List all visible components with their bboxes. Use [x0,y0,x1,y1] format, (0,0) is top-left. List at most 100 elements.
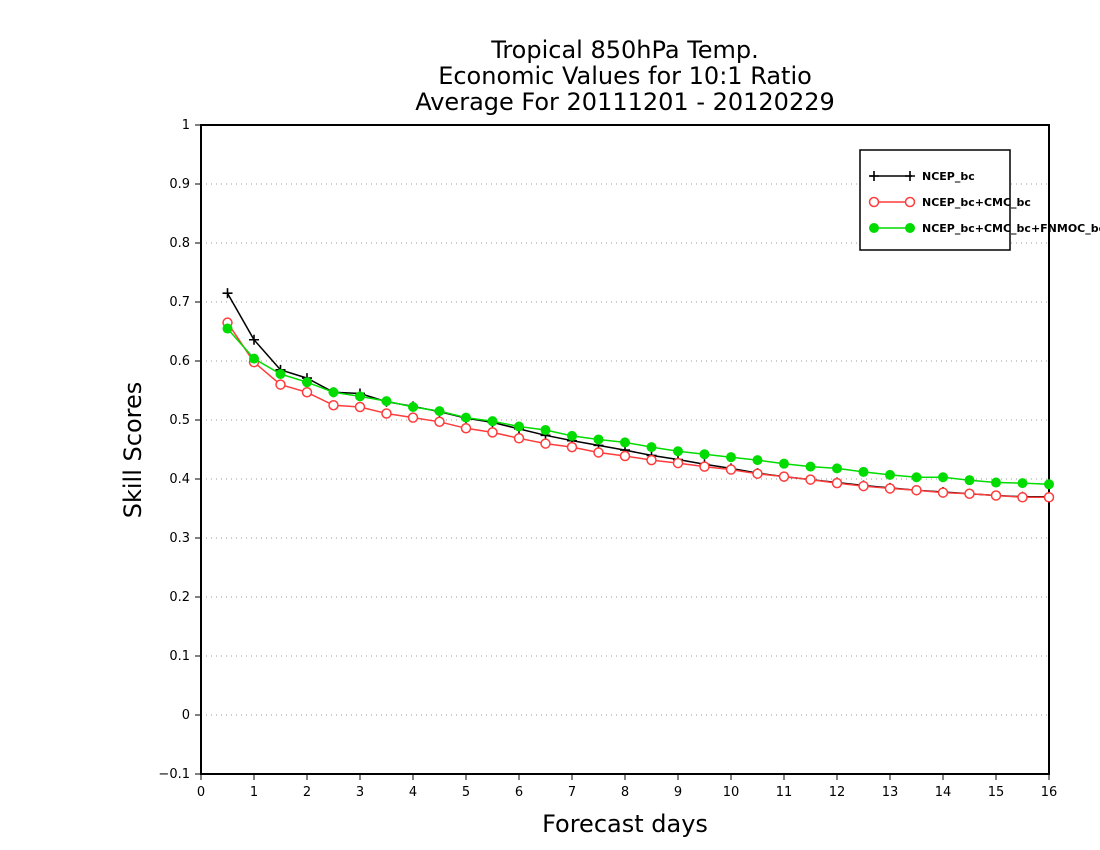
series-point-ncep-bc-cmc-bc-fnmoc-bc-21 [779,458,789,469]
series-point-ncep-bc-cmc-bc-26 [911,484,922,496]
series-point-ncep-bc-cmc-bc-fnmoc-bc-14 [593,434,604,445]
x-tick-label-8: 8 [621,785,629,800]
series-point-ncep-bc-cmc-bc-fnmoc-bc-29 [991,477,1001,488]
series-point-ncep-bc-cmc-bc-10 [487,427,498,438]
series-point-ncep-bc-cmc-bc-16 [646,454,657,466]
legend-label-ncep-bc: NCEP_bc [922,170,975,183]
series-point-ncep-bc-cmc-bc-14 [593,447,604,458]
series-point-ncep-bc-cmc-bc-17 [672,457,684,469]
series-point-ncep-bc-cmc-bc-fnmoc-bc-27 [938,472,948,483]
chart-title-line-3: Average For 20111201 - 20120229 [415,88,835,116]
legend-label-ncep-bc-cmc-bc-fnmoc-bc: NCEP_bc+CMC_bc+FNMOC_bc [922,222,1100,235]
series-point-ncep-bc-cmc-bc-fnmoc-bc-23 [832,463,842,474]
series-point-ncep-bc-cmc-bc-fnmoc-bc-24 [858,466,869,477]
y-tick-label-11: 1 [182,118,190,133]
series-point-ncep-bc-cmc-bc-31 [1043,492,1055,503]
legend-marker-a-ncep-bc [869,171,879,181]
series-point-ncep-bc-cmc-bc-2 [275,379,286,390]
x-tick-label-15: 15 [988,785,1005,800]
series-point-ncep-bc-cmc-bc-fnmoc-bc-31 [1044,479,1054,490]
series-point-ncep-bc-cmc-bc-fnmoc-bc-11 [514,421,524,432]
y-tick-label-6: 0.5 [169,413,190,428]
series-point-ncep-bc-cmc-bc-18 [699,461,710,472]
series-point-ncep-bc-cmc-bc-fnmoc-bc-18 [699,449,710,460]
legend-marker-b-ncep-bc [905,171,915,181]
x-tick-label-16: 16 [1041,785,1058,800]
series-point-ncep-bc-cmc-bc-fnmoc-bc-17 [673,446,683,457]
series-point-ncep-bc-cmc-bc-fnmoc-bc-12 [540,425,551,436]
x-tick-label-12: 12 [829,785,846,800]
y-tick-label-5: 0.4 [169,472,190,487]
legend-marker-b-ncep-bc-cmc-bc [904,196,916,208]
chart-title-line-2: Economic Values for 10:1 Ratio [438,62,812,90]
series-point-ncep-bc-cmc-bc-fnmoc-bc-5 [355,391,365,402]
series-point-ncep-bc-cmc-bc-fnmoc-bc-2 [275,368,286,379]
y-tick-label-10: 0.9 [169,177,190,192]
y-tick-label-4: 0.3 [169,531,190,546]
legend-marker-a-ncep-bc-cmc-bc-fnmoc-bc [869,223,879,233]
series-point-ncep-bc-cmc-bc-12 [540,438,551,449]
series-point-ncep-bc-cmc-bc-28 [964,488,975,499]
series-point-ncep-bc-cmc-bc-fnmoc-bc-9 [461,412,471,423]
series-point-ncep-bc-cmc-bc-13 [566,441,578,453]
series-point-ncep-bc-cmc-bc-24 [858,480,869,492]
series-ncep-bc-cmc-bc-fnmoc-bc [222,323,1054,490]
series-point-ncep-bc-cmc-bc-fnmoc-bc-16 [646,442,657,453]
y-tick-label-1: 0 [182,708,190,723]
x-tick-label-7: 7 [568,785,576,800]
x-tick-label-9: 9 [674,785,682,800]
series-point-ncep-bc-cmc-bc-fnmoc-bc-4 [328,387,339,398]
series-ncep-bc-cmc-bc [222,317,1055,503]
x-tick-label-1: 1 [250,785,258,800]
series-point-ncep-bc-cmc-bc-19 [725,464,737,475]
y-tick-label-9: 0.8 [169,236,190,251]
series-point-ncep-bc-cmc-bc-fnmoc-bc-7 [408,402,418,413]
series-point-ncep-bc-cmc-bc-fnmoc-bc-8 [434,406,445,417]
chart-title-line-1: Tropical 850hPa Temp. [491,36,759,64]
series-point-ncep-bc-cmc-bc-5 [354,401,366,413]
x-tick-label-0: 0 [197,785,205,800]
series-point-ncep-bc-cmc-bc-fnmoc-bc-22 [805,461,816,472]
series-point-ncep-bc-cmc-bc-fnmoc-bc-15 [620,437,630,448]
series-point-ncep-bc-cmc-bc-fnmoc-bc-26 [911,472,922,483]
legend-marker-a-ncep-bc-cmc-bc [868,196,880,208]
x-tick-label-11: 11 [776,785,793,800]
x-tick-label-3: 3 [356,785,364,800]
series-point-ncep-bc-cmc-bc-7 [407,412,419,423]
series-point-ncep-bc-cmc-bc-30 [1017,492,1028,503]
series-point-ncep-bc-cmc-bc-3 [301,387,313,398]
legend-marker-b-ncep-bc-cmc-bc-fnmoc-bc [905,223,915,233]
y-axis-title: Skill Scores [119,381,147,519]
series-point-ncep-bc-cmc-bc-27 [937,487,949,498]
x-tick-label-14: 14 [935,785,952,800]
y-tick-label-2: 0.1 [169,649,190,664]
series-point-ncep-bc-cmc-bc-6 [381,408,392,419]
y-tick-label-8: 0.7 [169,295,190,310]
series-point-ncep-bc-1 [249,334,259,345]
series-point-ncep-bc-cmc-bc-22 [805,474,816,485]
series-point-ncep-bc-cmc-bc-21 [778,471,790,482]
series-point-ncep-bc-cmc-bc-20 [752,468,763,479]
x-tick-label-5: 5 [462,785,470,800]
x-tick-label-13: 13 [882,785,899,800]
x-tick-label-2: 2 [303,785,311,800]
y-tick-label-3: 0.2 [169,590,190,605]
series-point-ncep-bc-cmc-bc-fnmoc-bc-10 [487,416,498,427]
series-point-ncep-bc-cmc-bc-fnmoc-bc-28 [964,475,975,486]
legend-label-ncep-bc-cmc-bc: NCEP_bc+CMC_bc [922,196,1031,209]
series-point-ncep-bc-cmc-bc-fnmoc-bc-25 [885,469,895,480]
series-line-ncep-bc-cmc-bc [226,322,1049,499]
series-point-ncep-bc-cmc-bc-8 [434,416,445,428]
series-point-ncep-bc-cmc-bc-fnmoc-bc-1 [249,353,259,364]
series-point-ncep-bc-cmc-bc-9 [460,423,472,434]
x-tick-label-6: 6 [515,785,523,800]
x-tick-label-4: 4 [409,785,417,800]
series-point-ncep-bc-cmc-bc-fnmoc-bc-13 [567,430,577,441]
series-point-ncep-bc-cmc-bc-fnmoc-bc-0 [222,323,233,334]
series-point-ncep-bc-0 [222,288,233,299]
series-point-ncep-bc-cmc-bc-fnmoc-bc-19 [726,452,736,463]
series-point-ncep-bc-cmc-bc-25 [884,483,896,494]
series-point-ncep-bc-cmc-bc-fnmoc-bc-6 [381,396,392,407]
series-point-ncep-bc-cmc-bc-fnmoc-bc-20 [752,455,763,466]
